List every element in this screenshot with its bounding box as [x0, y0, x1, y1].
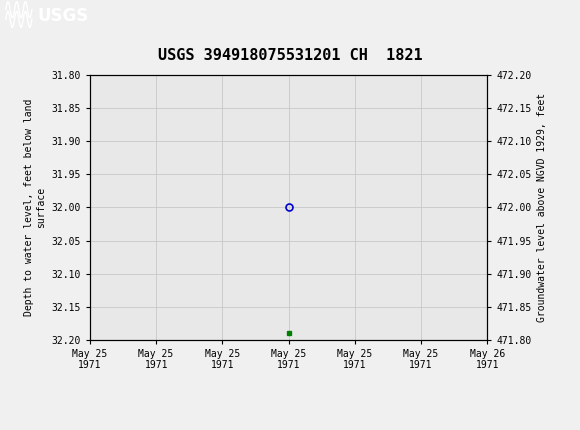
Text: USGS: USGS: [38, 7, 89, 25]
Y-axis label: Depth to water level, feet below land
surface: Depth to water level, feet below land su…: [24, 99, 46, 316]
Y-axis label: Groundwater level above NGVD 1929, feet: Groundwater level above NGVD 1929, feet: [537, 93, 547, 322]
Text: USGS 394918075531201 CH  1821: USGS 394918075531201 CH 1821: [158, 49, 422, 63]
